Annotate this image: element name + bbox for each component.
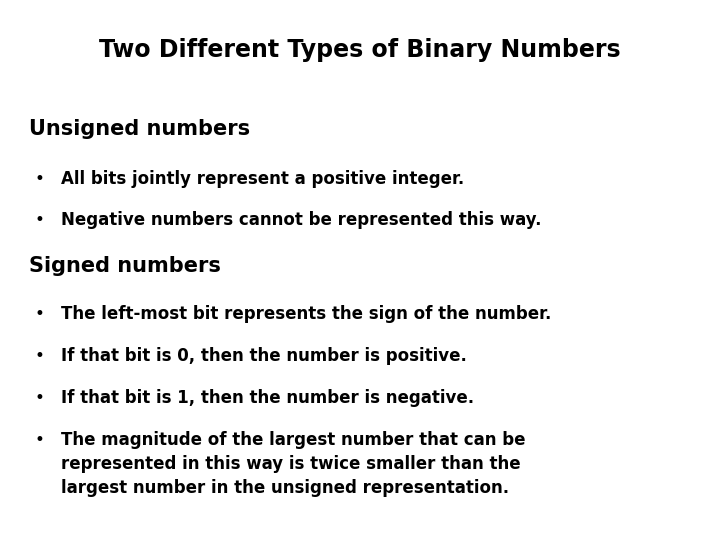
Text: •: • [35,389,45,407]
Text: If that bit is 0, then the number is positive.: If that bit is 0, then the number is pos… [61,347,467,365]
Text: All bits jointly represent a positive integer.: All bits jointly represent a positive in… [61,170,464,188]
Text: •: • [35,431,45,449]
Text: •: • [35,170,45,188]
Text: •: • [35,211,45,228]
Text: Negative numbers cannot be represented this way.: Negative numbers cannot be represented t… [61,211,541,228]
Text: If that bit is 1, then the number is negative.: If that bit is 1, then the number is neg… [61,389,474,407]
Text: Signed numbers: Signed numbers [29,256,220,276]
Text: The left-most bit represents the sign of the number.: The left-most bit represents the sign of… [61,305,552,323]
Text: Two Different Types of Binary Numbers: Two Different Types of Binary Numbers [99,38,621,62]
Text: The magnitude of the largest number that can be
represented in this way is twice: The magnitude of the largest number that… [61,431,526,497]
Text: Unsigned numbers: Unsigned numbers [29,119,250,139]
Text: •: • [35,305,45,323]
Text: •: • [35,347,45,365]
